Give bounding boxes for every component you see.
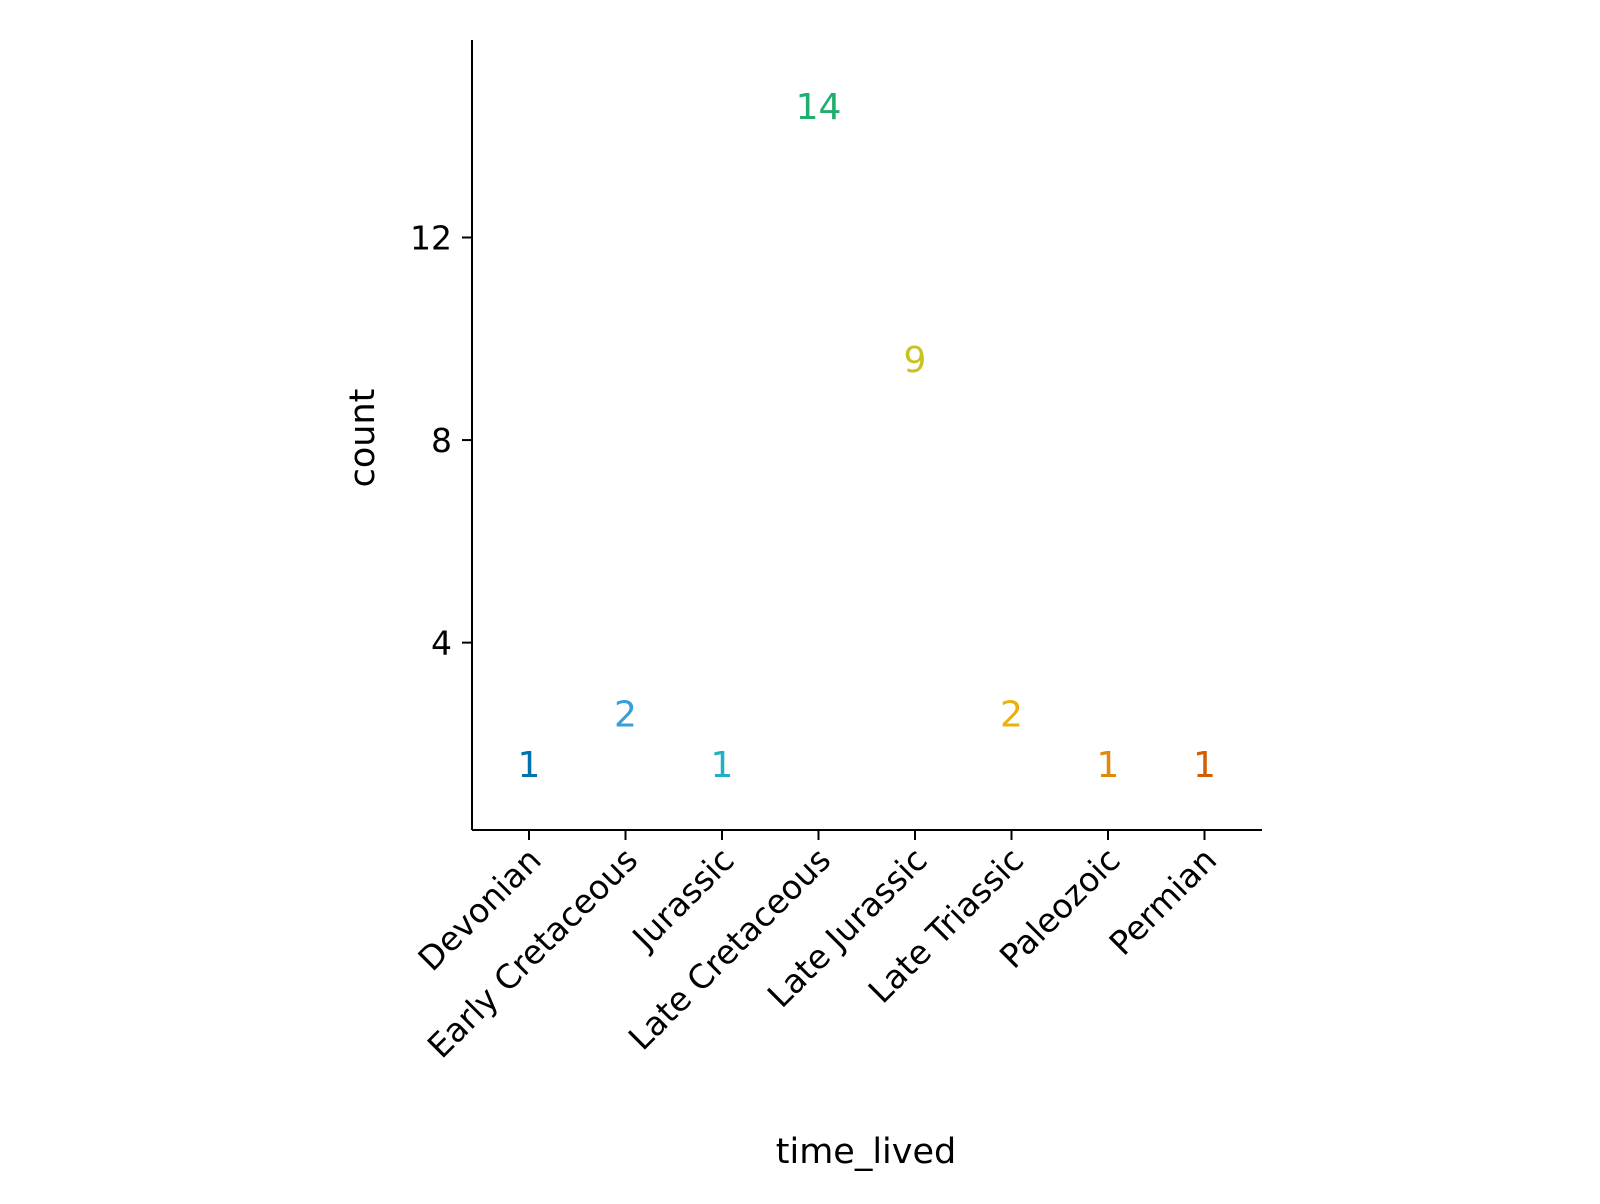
data-point-label: 2 (614, 695, 637, 736)
x-tick-label: Permian (1101, 840, 1224, 963)
data-point-label: 9 (904, 340, 927, 381)
data-point-label: 2 (1000, 695, 1023, 736)
x-axis-title: time_lived (776, 1132, 957, 1172)
data-point-label: 1 (711, 745, 734, 786)
data-point-label: 1 (1193, 745, 1216, 786)
data-point-label: 1 (518, 745, 541, 786)
data-point-label: 1 (1097, 745, 1120, 786)
y-tick-label: 8 (431, 421, 452, 460)
y-axis-title: count (343, 389, 383, 488)
data-labels: 1 2 1 14 9 2 1 1 (518, 87, 1216, 786)
y-tick-label: 12 (410, 219, 452, 258)
data-point-label: 14 (796, 87, 842, 128)
y-tick-label: 4 (431, 624, 452, 663)
